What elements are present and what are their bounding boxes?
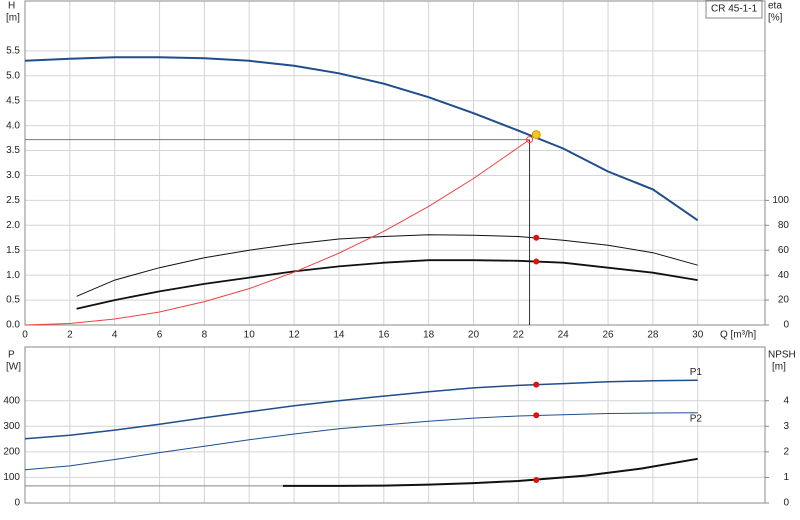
y2-tick-label: 1 [783, 472, 789, 483]
y2-axis-label: eta [768, 1, 782, 12]
y2-tick-label: 100 [772, 195, 789, 206]
x-tick-label: 6 [157, 330, 163, 341]
y2-axis-unit: [m] [772, 362, 786, 373]
y-tick-label: 1.5 [6, 245, 20, 256]
y2-axis-unit: [%] [768, 13, 783, 24]
x-tick-label: 20 [468, 330, 480, 341]
y-tick-label: 200 [3, 446, 20, 457]
model-label: CR 45-1-1 [711, 4, 758, 15]
x-tick-label: 28 [647, 330, 659, 341]
x-axis-label: Q [m³/h] [720, 330, 756, 341]
duty-point [533, 258, 540, 265]
y-axis-unit: [m] [6, 13, 20, 24]
curve [282, 457, 698, 487]
x-tick-label: 14 [333, 330, 345, 341]
y-tick-label: 0.0 [6, 320, 20, 331]
series-label: P2 [690, 413, 703, 424]
y-tick-label: 2.0 [6, 220, 20, 231]
system-point [526, 136, 534, 144]
x-tick-label: 22 [513, 330, 525, 341]
x-tick-label: 26 [602, 330, 614, 341]
y2-tick-label: 3 [783, 421, 789, 432]
y-axis-unit: [W] [6, 362, 21, 373]
y-axis-label: H [8, 1, 15, 12]
curve [76, 234, 698, 297]
y-tick-label: 0.5 [6, 295, 20, 306]
curve [76, 259, 698, 310]
y-tick-label: 1.0 [6, 270, 20, 281]
y2-tick-label: 2 [783, 446, 789, 457]
curve [24, 56, 699, 222]
y2-tick-label: 60 [778, 245, 790, 256]
x-tick-label: 18 [423, 330, 435, 341]
y-tick-label: 4.5 [6, 95, 20, 106]
y-axis-label: P [8, 350, 15, 361]
y2-axis-label: NPSH [768, 350, 796, 361]
x-tick-label: 10 [244, 330, 256, 341]
x-tick-label: 0 [22, 330, 28, 341]
duty-point [533, 412, 540, 419]
y2-tick-label: 4 [783, 395, 789, 406]
y-tick-label: 3.0 [6, 170, 20, 181]
y-tick-label: 2.5 [6, 195, 20, 206]
x-tick-label: 24 [558, 330, 570, 341]
duty-point [531, 130, 541, 140]
y-tick-label: 100 [3, 472, 20, 483]
series-label: P1 [690, 367, 703, 378]
y-tick-label: 300 [3, 421, 20, 432]
y-tick-label: 5.0 [6, 70, 20, 81]
model-box [705, 0, 763, 19]
curve [24, 139, 530, 326]
plot-frame [24, 0, 766, 326]
y-tick-label: 0 [14, 498, 20, 509]
x-tick-label: 12 [289, 330, 301, 341]
x-tick-label: 16 [378, 330, 390, 341]
y2-tick-label: 20 [778, 295, 790, 306]
x-tick-label: 4 [112, 330, 118, 341]
x-tick-label: 8 [202, 330, 208, 341]
y2-tick-label: 0 [783, 498, 789, 509]
y2-tick-label: 0 [783, 320, 789, 331]
plot-frame [24, 346, 766, 504]
y-tick-label: 5.5 [6, 45, 20, 56]
y-tick-label: 4.0 [6, 120, 20, 131]
y2-tick-label: 80 [778, 220, 790, 231]
y2-tick-label: 40 [778, 270, 790, 281]
x-tick-label: 2 [67, 330, 73, 341]
curve [24, 412, 698, 471]
y-tick-label: 3.5 [6, 145, 20, 156]
duty-point [533, 381, 540, 388]
duty-point [533, 234, 540, 241]
duty-point [533, 476, 540, 483]
x-tick-label: 30 [692, 330, 704, 341]
curve [24, 379, 698, 440]
y-tick-label: 400 [3, 395, 20, 406]
